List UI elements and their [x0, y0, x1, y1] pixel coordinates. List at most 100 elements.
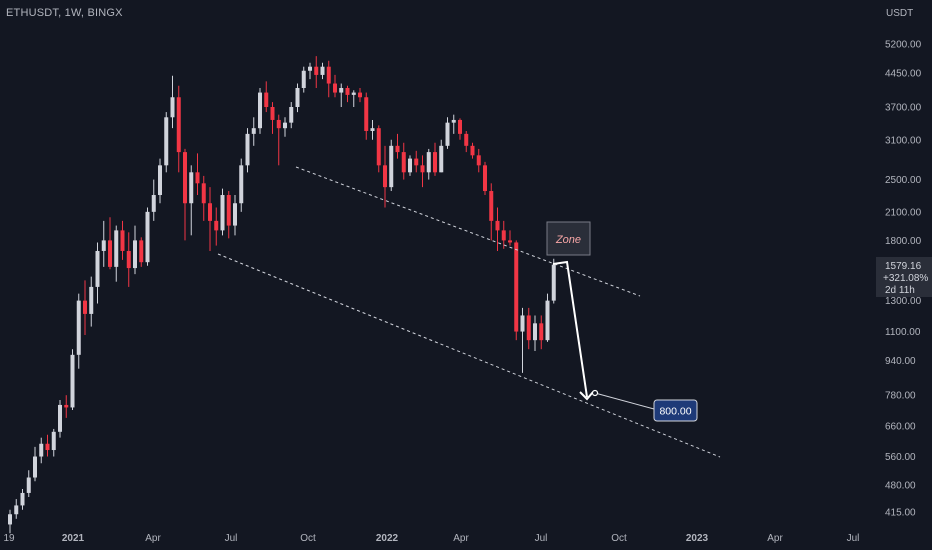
candle-up	[133, 240, 137, 269]
candle-down	[326, 66, 331, 84]
candle-up	[251, 128, 256, 134]
candle-down	[514, 242, 519, 332]
candle-down	[208, 203, 212, 221]
candle-up	[189, 172, 194, 204]
candle-up	[70, 354, 75, 408]
candle-up	[58, 404, 62, 432]
candle-down	[433, 152, 437, 173]
price-tick-label: 3700.00	[885, 102, 922, 113]
time-tick-label: Oct	[300, 533, 316, 544]
candle-down	[226, 195, 231, 226]
candle-up	[239, 165, 244, 204]
candle-up	[351, 92, 356, 95]
candle-down	[276, 119, 281, 129]
candle-down	[264, 92, 269, 107]
channel-lines	[217, 166, 721, 458]
candle-down	[420, 165, 425, 173]
time-tick-label: Jul	[847, 533, 860, 544]
price-tick-label: 1100.00	[885, 327, 921, 338]
candle-up	[8, 514, 12, 525]
candle-up	[258, 92, 262, 129]
candle-up	[145, 211, 150, 263]
candle-up	[76, 300, 81, 355]
price-axis-ticks: 415.00 480.00 560.00 660.00 780.00 940.00 1100…	[885, 40, 922, 519]
arrow-head	[579, 391, 594, 401]
candle-up	[95, 250, 100, 287]
candle-down	[345, 87, 350, 95]
projection-arrow	[552, 260, 594, 401]
candle-down	[176, 97, 181, 153]
time-tick-label: Apr	[767, 533, 783, 544]
candle-down	[483, 165, 487, 192]
candle-down	[383, 165, 387, 188]
candle-down	[139, 240, 144, 263]
price-tick-label: 480.00	[885, 481, 916, 492]
candle-down	[539, 323, 544, 341]
candle-up	[295, 87, 300, 107]
candle-up	[114, 230, 119, 267]
candle-down	[358, 92, 362, 98]
price-axis[interactable]: USDT 415.00 480.00 560.00 660.00 780.00 940.0…	[876, 8, 932, 519]
price-tick-label: 940.00	[885, 356, 916, 367]
time-axis[interactable]: 19 2021 Apr Jul Oct 2022 Apr Jul Oct 2023 Apr Jul	[3, 533, 859, 544]
candle-up	[164, 117, 169, 166]
target-label: 800.00	[659, 406, 691, 418]
candle-down	[183, 152, 187, 204]
zone-label: Zone	[555, 234, 581, 246]
candle-up	[520, 315, 525, 332]
price-tick-label: 5200.00	[885, 40, 922, 51]
candle-up	[389, 145, 394, 188]
candle-up	[439, 145, 444, 173]
price-tick-label: 2100.00	[885, 207, 922, 218]
currency-label: USDT	[886, 8, 913, 19]
price-tick-label: 415.00	[885, 508, 916, 519]
time-tick-label: 2021	[62, 533, 85, 544]
candle-down	[495, 220, 500, 231]
price-tick-label: 3100.00	[885, 135, 922, 146]
zone-box[interactable]	[546, 221, 591, 256]
channel-upper-line	[295, 166, 641, 297]
price-tick-label: 660.00	[885, 422, 916, 433]
projection-path	[552, 260, 588, 398]
candle-down	[476, 155, 481, 166]
candle-down	[45, 443, 50, 451]
price-tick-label: 1800.00	[885, 236, 922, 247]
candle-up	[158, 165, 162, 196]
time-tick-label: Apr	[145, 533, 161, 544]
candle-up	[283, 122, 287, 129]
candle-up	[426, 152, 431, 173]
time-tick-label: 19	[3, 533, 15, 544]
time-tick-label: 2022	[376, 533, 399, 544]
target-callout[interactable]: 800.00	[591, 389, 698, 422]
candle-up	[20, 492, 25, 506]
candle-down	[314, 66, 319, 75]
candle-down	[395, 145, 400, 153]
candle-up	[26, 477, 31, 493]
candle-up	[301, 70, 306, 88]
candle-up	[445, 122, 450, 146]
candle-up	[233, 203, 237, 226]
candle-up	[39, 443, 44, 457]
zone-annotation[interactable]: Zone	[546, 221, 591, 256]
candle-down	[120, 230, 125, 251]
candle-down	[64, 404, 69, 408]
candle-up	[289, 106, 294, 123]
candle-down	[458, 119, 462, 134]
price-tick-label: 4450.00	[885, 68, 922, 79]
candle-up	[370, 128, 375, 132]
candle-down	[83, 300, 87, 314]
time-tick-label: Oct	[611, 533, 627, 544]
target-label-box[interactable]	[653, 399, 698, 422]
candle-down	[401, 152, 406, 173]
candle-up	[220, 195, 225, 231]
price-tick-label: 560.00	[885, 452, 916, 463]
time-tick-label: Apr	[453, 533, 469, 544]
price-tick-label: 1300.00	[885, 296, 922, 307]
target-leader-line	[594, 392, 655, 410]
candle-up	[320, 66, 325, 75]
candles-layer	[8, 56, 556, 534]
candle-down	[201, 183, 206, 204]
time-tick-label: 2023	[686, 533, 709, 544]
